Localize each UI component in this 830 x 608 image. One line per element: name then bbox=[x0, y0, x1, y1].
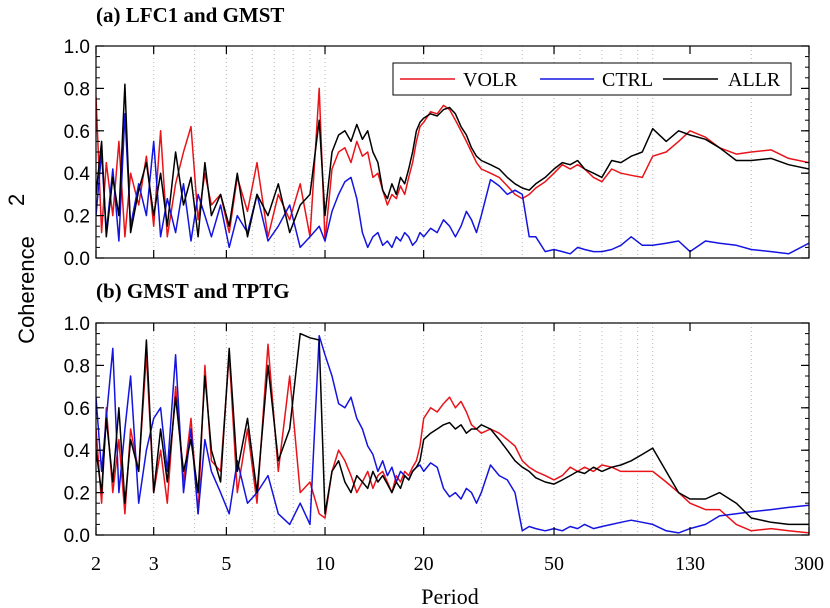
series-line-ctrl bbox=[96, 334, 809, 534]
series-line-volr bbox=[96, 343, 809, 534]
y-axis-label-group: Coherence 2 bbox=[4, 194, 39, 344]
legend: VOLR CTRL ALLR bbox=[392, 62, 792, 96]
legend-label-ctrl: CTRL bbox=[602, 69, 653, 91]
x-tick-label: 50 bbox=[544, 553, 564, 575]
panel-b: 0.0 0.2 0.4 0.6 0.8 1.0 2 3 5 10 20 50 130 300 bbox=[64, 314, 824, 575]
y-axis-label-superscript: 2 bbox=[4, 194, 29, 206]
y-tick-label: 0.0 bbox=[64, 526, 90, 547]
series-line-allr bbox=[96, 332, 809, 526]
legend-label-volr: VOLR bbox=[463, 69, 518, 91]
x-tick-label: 300 bbox=[794, 553, 824, 575]
y-tick-label: 0.2 bbox=[64, 484, 90, 505]
series-group bbox=[96, 332, 809, 534]
x-tick-label: 2 bbox=[91, 553, 101, 575]
y-tick-label: 0.6 bbox=[64, 122, 90, 143]
y-tick-label: 1.0 bbox=[64, 37, 90, 58]
y-tick-label: 0.2 bbox=[64, 207, 90, 228]
series-line-allr bbox=[96, 83, 809, 238]
y-tick-label: 1.0 bbox=[64, 314, 90, 335]
panel-a-title: (a) LFC1 and GMST bbox=[96, 3, 284, 27]
y-tick-label: 0.8 bbox=[64, 79, 90, 100]
y-tick-label: 0.8 bbox=[64, 356, 90, 377]
panel-a: 0.0 0.2 0.4 0.6 0.8 1.0 bbox=[64, 37, 810, 270]
y-axis-label: Coherence bbox=[14, 236, 39, 344]
x-axis-label: Period bbox=[421, 584, 478, 608]
y-tick-label: 0.6 bbox=[64, 399, 90, 420]
x-tick-label: 20 bbox=[414, 553, 434, 575]
series-line-ctrl bbox=[96, 113, 809, 255]
x-tick-label: 5 bbox=[221, 553, 231, 575]
series-group bbox=[96, 83, 809, 255]
x-tick-label: 10 bbox=[315, 553, 335, 575]
legend-label-allr: ALLR bbox=[728, 69, 781, 91]
plot-frame bbox=[95, 322, 810, 536]
x-tick-label: 130 bbox=[675, 553, 705, 575]
y-tick-label: 0.0 bbox=[64, 249, 90, 270]
y-tick-label: 0.4 bbox=[64, 441, 91, 462]
y-tick-label: 0.4 bbox=[64, 164, 91, 185]
x-tick-label: 3 bbox=[149, 553, 159, 575]
panel-b-title: (b) GMST and TPTG bbox=[96, 279, 290, 303]
